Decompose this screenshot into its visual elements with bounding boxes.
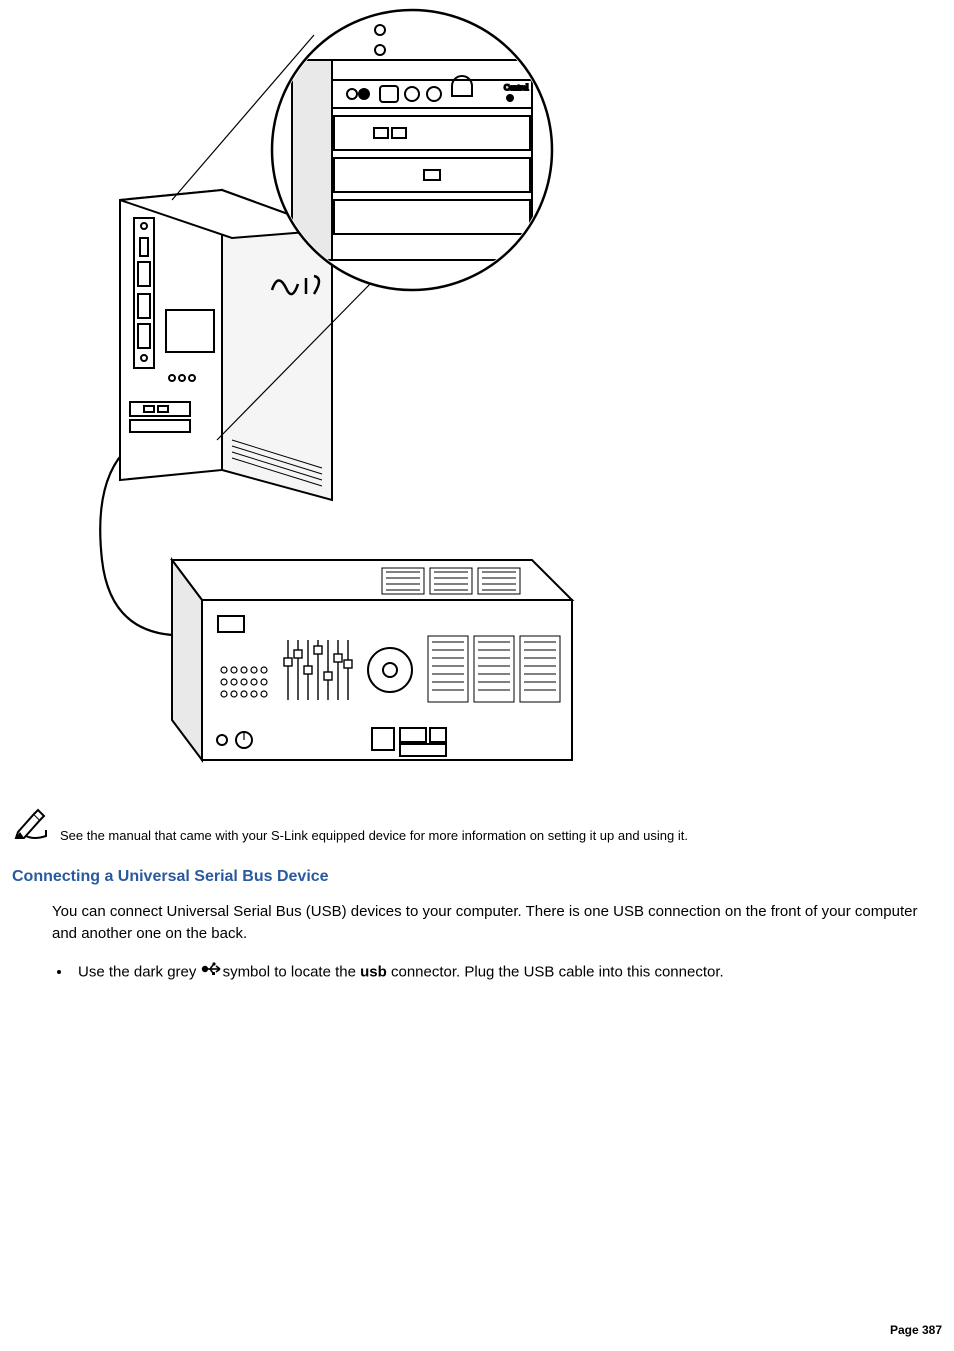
usb-icon xyxy=(201,961,223,985)
computer-tower xyxy=(120,190,332,500)
step-prefix: Use the dark grey xyxy=(78,963,201,980)
note-block: See the manual that came with your S-Lin… xyxy=(12,806,942,846)
step-suffix: connector. Plug the USB cable into this … xyxy=(387,963,724,980)
step-mid: symbol to locate the xyxy=(223,963,361,980)
receiver-device xyxy=(172,560,572,760)
svg-text:Control: Control xyxy=(504,83,529,92)
section-title: Connecting a Universal Serial Bus Device xyxy=(12,865,942,889)
usb-step: Use the dark grey symbol to locate the u… xyxy=(72,961,942,985)
step-bold: usb xyxy=(360,963,387,980)
step-list: Use the dark grey symbol to locate the u… xyxy=(72,961,942,985)
port-zoom: Control xyxy=(272,10,552,290)
slink-connection-figure: Control xyxy=(72,0,942,786)
pencil-note-icon xyxy=(12,806,52,846)
note-text: See the manual that came with your S-Lin… xyxy=(60,826,688,846)
figure-svg: Control xyxy=(72,0,592,780)
page-number: Page 387 xyxy=(890,1321,942,1339)
section-intro: You can connect Universal Serial Bus (US… xyxy=(52,901,942,945)
